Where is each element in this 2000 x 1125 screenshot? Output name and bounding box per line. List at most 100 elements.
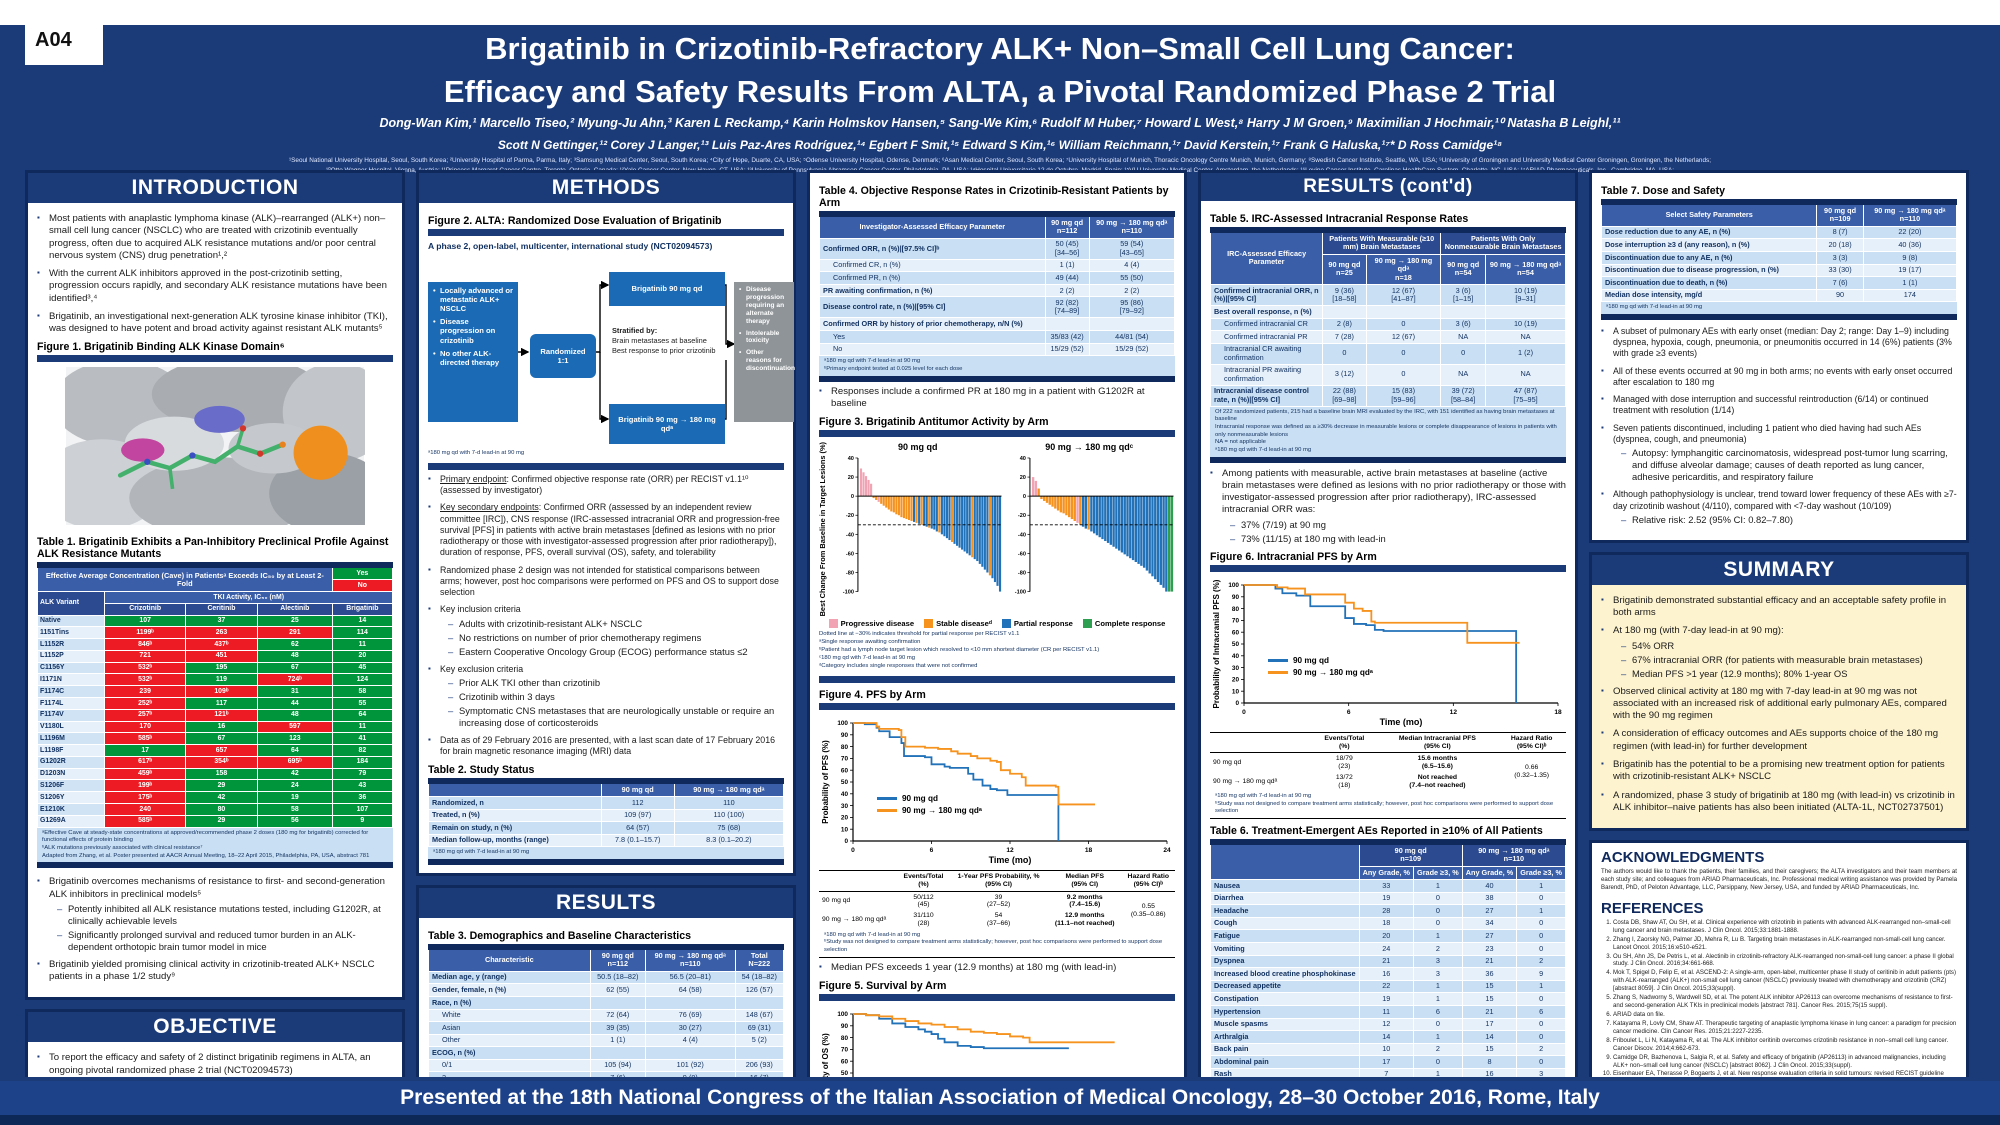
table-cell: 3 (6) [1–15]	[1440, 283, 1487, 306]
table-row: PR awaiting confirmation, n (%) 2 (2) 2 (2…	[819, 283, 1176, 298]
figure4-bullet: Median PFS exceeds 1 year (12.9 months) …	[819, 962, 1175, 974]
km-series	[853, 1012, 1069, 1049]
column-header: 90 mg → 180 mg qdᵃ n=110	[1862, 201, 1958, 227]
table-cell: 20	[1358, 929, 1415, 944]
reference-item: Zhang I, Zaorsky NG, Palmer JD, Mehra R,…	[1613, 936, 1957, 952]
table-row: Confirmed CR, n (%) 1 (1) 4 (4)	[819, 258, 1176, 273]
row-label: Yes	[819, 330, 1046, 344]
table7: Select Safety Parameters 90 mg qd n=109 90 …	[1600, 199, 1958, 320]
table-cell: 6	[1413, 1004, 1463, 1019]
column-header: 90 mg qd n=109	[1358, 841, 1463, 867]
figure2-discontinuation-list: Disease progression requiring an alterna…	[739, 286, 795, 373]
table-cell: 16	[1461, 1067, 1518, 1077]
table-cell: 12 (67)	[1365, 330, 1442, 344]
list-item: Intolerable toxicity	[739, 330, 789, 346]
column-header: Median PFS (95% CI)	[1047, 870, 1122, 892]
svg-text:-80: -80	[846, 571, 854, 577]
legend-stable-disease: Stable diseaseᵈ	[936, 619, 992, 629]
reference-item: Costa DB, Shaw AT, Ou SH, et al. Clinica…	[1613, 919, 1957, 935]
svg-text:Time (mo): Time (mo)	[1380, 717, 1423, 727]
ic50-cell: 64	[256, 744, 333, 757]
figure2-eligibility-list: Locally advanced or metastatic ALK+ NSCL…	[433, 286, 513, 367]
list-item: At 180 mg (with 7-day lead-in at 90 mg):…	[1601, 625, 1957, 679]
column-header: 90 mg → 180 mg qdᵃ n=54	[1485, 253, 1566, 285]
footnote-line: ᵃSingle response awaiting confirmation	[819, 639, 921, 646]
row-label: Headache	[1210, 904, 1360, 918]
ic50-cell: 80	[184, 803, 258, 816]
figure4-km-plot: 0 10 20 30 40 50 60 70 80 90 100 0 6 12 18 24 Time (mo) P…	[819, 715, 1175, 870]
header-row: Any Grade, % Grade ≥3, % Any Grade, % Grade…	[1211, 865, 1566, 881]
table-cell: 10 (19) [9–31]	[1485, 283, 1566, 306]
table-row: Confirmed intracranial CR 2 (8) 0 3 (6) 10 (…	[1209, 317, 1566, 332]
table-cell: 20 (18)	[1816, 238, 1864, 252]
ic50-cell: 41	[331, 732, 394, 746]
row-label: No	[819, 342, 1046, 357]
reference-item: Ou SH, Ahn JS, De Petris L, et al. Alect…	[1613, 953, 1957, 969]
table-cell: 9 (8)	[1862, 250, 1958, 265]
table-row: Vomiting 24 2 23 0	[1210, 942, 1566, 956]
table-cell: 1	[1413, 879, 1463, 893]
table-row: L1198F 17 657 64 82	[36, 744, 394, 757]
table-cell: 2 (8)	[1322, 317, 1367, 332]
table-cell	[1322, 304, 1367, 319]
svg-text:100: 100	[837, 1011, 848, 1018]
row-label: Discontinuation due to death, n (%)	[1600, 276, 1818, 290]
pfs-180mg-line-swatch	[877, 809, 897, 813]
ic50-cell: 451	[184, 649, 258, 663]
table-row: S1206Y 175ᵇ 42 19 36	[36, 791, 394, 805]
waterfall-180mg: 90 mg → 180 mg qdᶜ 40 20 0 -20 -40 -60 -80 -100	[1004, 442, 1176, 616]
legend-progressive-disease: Progressive disease	[840, 619, 915, 629]
ic50-cell: 117	[184, 696, 258, 710]
ic50-cell: 263	[184, 626, 258, 640]
list-item: Brigatinib demonstrated substantial effi…	[1601, 595, 1957, 620]
column-header: 90 mg → 180 mg qdᵃ n=110	[644, 946, 736, 972]
pfs-svg: 0 10 20 30 40 50 60 70 80 90 100 0 6 12 18 24 Time (mo) P…	[821, 721, 1171, 866]
table-row: L1152P 721 451 48 20	[36, 649, 394, 663]
svg-text:6: 6	[930, 847, 934, 854]
table-cell: 206 (93)	[734, 1058, 785, 1073]
table-cell: 33 (30)	[1816, 263, 1864, 278]
table-row: Yes 35/83 (42) 44/81 (54)	[819, 330, 1176, 344]
svg-text:80: 80	[841, 1035, 849, 1042]
table-cell: 34	[1461, 916, 1518, 931]
table-cell: 11	[1358, 1004, 1415, 1019]
references-heading: REFERENCES	[1601, 899, 1704, 917]
ic50-cell: 617ᵇ	[104, 755, 186, 769]
figure2-randomized-label: Randomized	[540, 346, 586, 356]
table-cell: 59 (54) [43–65]	[1088, 237, 1176, 260]
table-row: Discontinuation due to any AE, n (%) 3 (3…	[1600, 250, 1958, 265]
column-header: 90 mg qd n=109	[1816, 201, 1864, 227]
table-cell: 0	[1413, 891, 1463, 906]
introduction-bullets: Most patients with anaplastic lymphoma k…	[37, 213, 393, 335]
table-cell: NA	[1485, 363, 1566, 386]
table-cell: 1	[1413, 992, 1463, 1006]
figure4-stats-table: Events/Total (%) 1-Year PFS Probability, %…	[819, 870, 1175, 958]
sub-list-item: Median PFS >1 year (12.9 months); 80% 1-…	[1621, 668, 1957, 680]
svg-text:Probability of Intracranial PF: Probability of Intracranial PFS (%)	[1212, 579, 1221, 708]
list-item: Best response to prior crizotinib	[612, 345, 716, 355]
figure4-top-bar	[819, 703, 1175, 711]
table-cell: 19	[1358, 992, 1415, 1006]
poster-id: A04	[35, 29, 72, 51]
svg-text:30: 30	[841, 803, 849, 810]
row-label: 90 mg qd	[819, 891, 898, 911]
table-cell: 7	[1358, 1067, 1415, 1077]
ic50-cell: 17	[104, 744, 186, 757]
ic50-cell: 48	[256, 708, 333, 722]
table-row: Race, n (%)	[428, 996, 785, 1010]
summary-heading: SUMMARY	[1592, 554, 1966, 585]
table-cell: 50 (45) [34–56]	[1044, 237, 1090, 260]
figure2-eligibility-box: Locally advanced or metastatic ALK+ NSCL…	[428, 282, 518, 422]
table-cell: 0.55 (0.35–0.86)	[1121, 891, 1175, 930]
table-cell: 18	[1358, 916, 1415, 931]
table-row: Treated, n (%) 109 (97) 110 (100)	[428, 808, 785, 823]
ic50-cell: 1199ᵇ	[104, 626, 186, 640]
column-header: Select Safety Parameters	[1600, 201, 1818, 227]
table-row: Confirmed intracranial ORR, n (%)|[95% C…	[1209, 283, 1566, 306]
footnote-line: Dotted line at −30% indicates threshold …	[819, 631, 1020, 638]
svg-text:18: 18	[1554, 709, 1562, 716]
data-table: Events/Total (%) Median Intracranial PFS (9…	[1210, 731, 1566, 791]
list-item: A subset of pulmonary AEs with early ons…	[1601, 326, 1957, 360]
table-cell: 105 (94)	[589, 1058, 646, 1073]
table-row: Dyspnea 21 3 21 2	[1210, 954, 1566, 969]
